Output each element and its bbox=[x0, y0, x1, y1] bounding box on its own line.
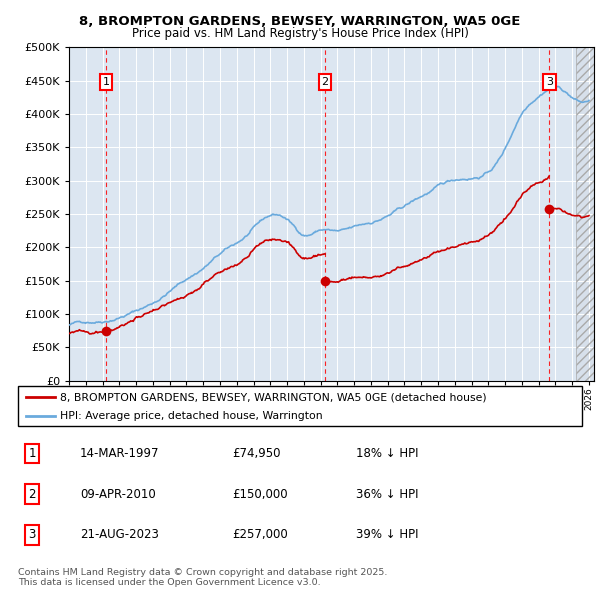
Text: Contains HM Land Registry data © Crown copyright and database right 2025.
This d: Contains HM Land Registry data © Crown c… bbox=[18, 568, 388, 587]
Text: 2: 2 bbox=[322, 77, 329, 87]
Text: 2: 2 bbox=[28, 487, 36, 501]
Text: £74,950: £74,950 bbox=[232, 447, 281, 460]
Text: 36% ↓ HPI: 36% ↓ HPI bbox=[356, 487, 419, 501]
Text: 39% ↓ HPI: 39% ↓ HPI bbox=[356, 528, 419, 541]
Bar bbox=[575, 47, 594, 381]
Text: Price paid vs. HM Land Registry's House Price Index (HPI): Price paid vs. HM Land Registry's House … bbox=[131, 27, 469, 40]
Text: £150,000: £150,000 bbox=[232, 487, 288, 501]
Text: 8, BROMPTON GARDENS, BEWSEY, WARRINGTON, WA5 0GE (detached house): 8, BROMPTON GARDENS, BEWSEY, WARRINGTON,… bbox=[60, 392, 487, 402]
Text: 14-MAR-1997: 14-MAR-1997 bbox=[80, 447, 160, 460]
Text: 3: 3 bbox=[546, 77, 553, 87]
Text: 18% ↓ HPI: 18% ↓ HPI bbox=[356, 447, 419, 460]
Bar bbox=[575, 47, 594, 381]
Text: 1: 1 bbox=[28, 447, 36, 460]
Text: 1: 1 bbox=[103, 77, 110, 87]
Text: 8, BROMPTON GARDENS, BEWSEY, WARRINGTON, WA5 0GE: 8, BROMPTON GARDENS, BEWSEY, WARRINGTON,… bbox=[79, 15, 521, 28]
Text: HPI: Average price, detached house, Warrington: HPI: Average price, detached house, Warr… bbox=[60, 411, 323, 421]
FancyBboxPatch shape bbox=[18, 386, 582, 426]
Text: 09-APR-2010: 09-APR-2010 bbox=[80, 487, 156, 501]
Text: £257,000: £257,000 bbox=[232, 528, 288, 541]
Text: 21-AUG-2023: 21-AUG-2023 bbox=[80, 528, 159, 541]
Text: 3: 3 bbox=[28, 528, 36, 541]
